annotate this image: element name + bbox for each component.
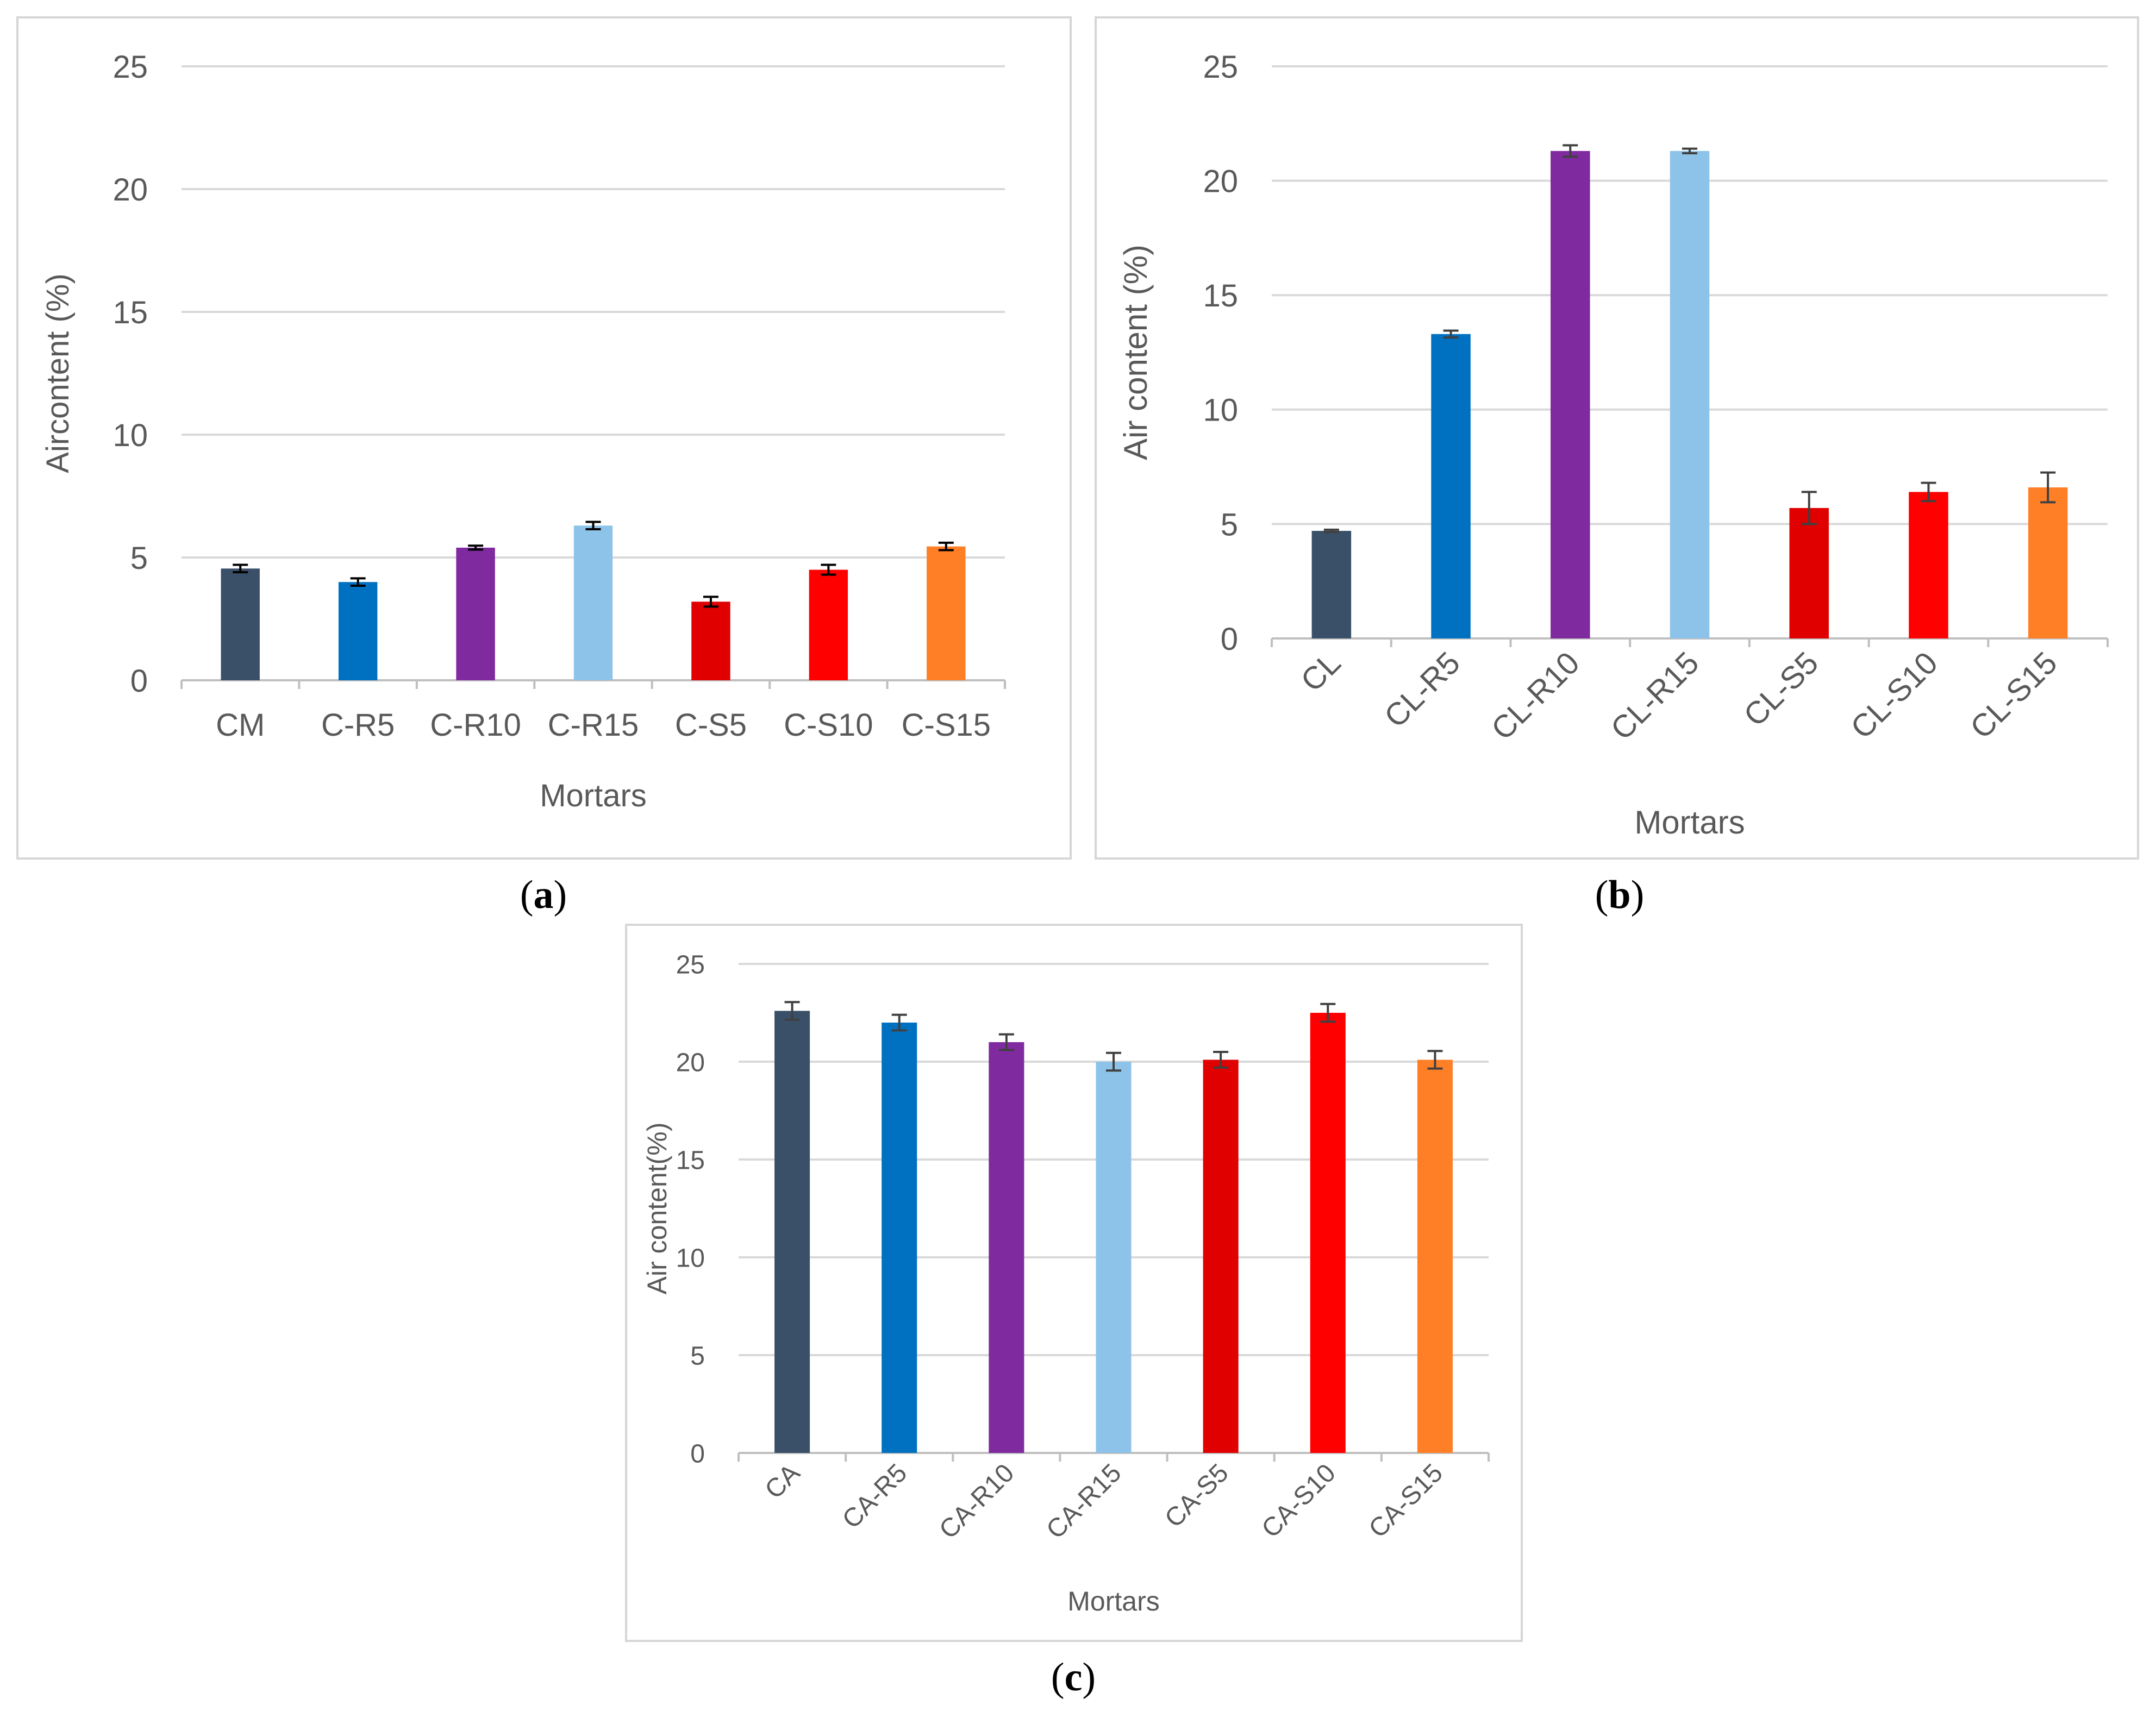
bar-a-C-S10 [809, 569, 848, 680]
bar-a-C-R15 [573, 525, 613, 680]
y-tick-label-c: 20 [676, 1048, 705, 1077]
caption-c-letter: c [1064, 1655, 1083, 1700]
chart-panel-a: 0 5 10 15 20 25 CM C-R5 C-R10 C-R15 C-S5 C-S10 C-S15… [16, 16, 1072, 860]
y-axis-title-b: Air content (%) [1117, 245, 1154, 460]
caption-a-letter: a [533, 873, 554, 917]
y-tick-label-c: 0 [690, 1439, 705, 1468]
caption-b: (b) [1595, 873, 1645, 917]
bar-b-CL-S5 [1789, 507, 1829, 638]
y-tick-label-b: 15 [1203, 278, 1238, 314]
y-tick-label-a: 5 [130, 541, 148, 576]
bar-a-C-R10 [456, 547, 495, 680]
y-tick-label-b: 25 [1203, 49, 1238, 85]
y-tick-label-a: 10 [113, 418, 148, 453]
bar-c-CA-S5 [1203, 1060, 1239, 1453]
caption-a: (a) [520, 873, 567, 917]
x-tick-label-c: CA-R10 [934, 1458, 1020, 1544]
x-tick-label-b: CL-S10 [1844, 645, 1945, 745]
y-axis-title-c: Air content(%) [642, 1123, 672, 1295]
bar-c-CA-R5 [882, 1023, 917, 1453]
chart-a-svg: 0 5 10 15 20 25 CM C-R5 C-R10 C-R15 C-S5 C-S10 C-S15… [40, 49, 1006, 813]
x-tick-label-c: CA [760, 1458, 806, 1505]
bar-a-C-S15 [927, 546, 966, 680]
chart-panel-b: 0 5 10 15 20 25 CL CL-R5 CL-R10 CL-R15 CL-S5 CL-S10… [1095, 16, 2139, 860]
x-tick-label-b: CL-S5 [1737, 645, 1825, 733]
y-tick-label-a: 20 [113, 172, 148, 208]
y-tick-label-b: 10 [1203, 393, 1238, 428]
bar-a-CM [221, 568, 260, 680]
bar-b-CL-S15 [2028, 487, 2068, 638]
x-tick-label-a: C-R15 [548, 707, 639, 743]
bar-a-C-S5 [691, 601, 730, 680]
x-tick-label-c: CA-S15 [1364, 1458, 1448, 1543]
bar-a-C-R5 [338, 582, 378, 680]
bar-c-CA-S15 [1417, 1060, 1453, 1453]
y-axis-title-a: Aircontent (%) [40, 273, 76, 473]
y-tick-label-b: 5 [1221, 507, 1238, 542]
bar-c-CA-R10 [989, 1042, 1024, 1453]
caption-b-letter: b [1608, 873, 1631, 917]
x-axis-title-c: Mortars [1067, 1586, 1159, 1616]
bar-b-CL-R10 [1551, 151, 1590, 638]
bar-c-CA-S10 [1310, 1013, 1346, 1453]
x-tick-label-a: C-R10 [430, 707, 521, 743]
x-tick-label-c: CA-S10 [1257, 1458, 1341, 1543]
y-tick-label-c: 25 [676, 950, 705, 979]
y-tick-label-b: 0 [1221, 622, 1238, 657]
chart-b-svg: 0 5 10 15 20 25 CL CL-R5 CL-R10 CL-R15 CL-S5 CL-S10… [1117, 49, 2109, 841]
x-tick-label-b: CL-R10 [1484, 645, 1586, 747]
y-tick-label-a: 0 [130, 663, 148, 699]
x-tick-label-b: CL-R15 [1604, 645, 1705, 747]
x-tick-label-a: C-S10 [784, 707, 873, 743]
y-tick-label-b: 20 [1203, 164, 1238, 199]
x-tick-label-c: CA-S5 [1159, 1458, 1234, 1533]
chart-panel-c: 0 5 10 15 20 25 CA CA-R5 CA-R10 CA-R15 CA-S5 CA-S10… [625, 924, 1523, 1642]
x-tick-label-a: C-S15 [902, 707, 991, 743]
bar-b-CL-S10 [1909, 492, 1948, 638]
bar-c-CA [774, 1011, 810, 1453]
bar-c-CA-R15 [1096, 1062, 1132, 1453]
x-tick-label-a: CM [216, 707, 265, 743]
x-axis-title-a: Mortars [540, 778, 647, 813]
y-tick-label-a: 25 [113, 49, 148, 85]
chart-c-svg: 0 5 10 15 20 25 CA CA-R5 CA-R10 CA-R15 CA-S5 CA-S10… [642, 950, 1490, 1616]
bar-b-CL-R15 [1670, 151, 1710, 638]
x-tick-label-c: CA-R15 [1041, 1458, 1127, 1544]
bar-b-CL-R5 [1431, 334, 1471, 638]
x-tick-label-b: CL-S15 [1964, 645, 2064, 745]
y-tick-label-c: 5 [690, 1342, 705, 1370]
x-tick-label-a: C-S5 [675, 707, 747, 743]
x-tick-label-a: C-R5 [321, 707, 395, 743]
caption-c: (c) [1051, 1655, 1096, 1700]
x-axis-title-b: Mortars [1634, 804, 1745, 841]
y-tick-label-c: 15 [676, 1146, 705, 1175]
y-tick-label-c: 10 [676, 1244, 705, 1273]
x-tick-label-c: CA-R5 [837, 1458, 913, 1534]
x-tick-label-b: CL-R5 [1378, 645, 1467, 734]
y-tick-label-a: 15 [113, 295, 148, 330]
bar-b-CL [1311, 531, 1352, 638]
x-tick-label-b: CL [1294, 645, 1347, 698]
